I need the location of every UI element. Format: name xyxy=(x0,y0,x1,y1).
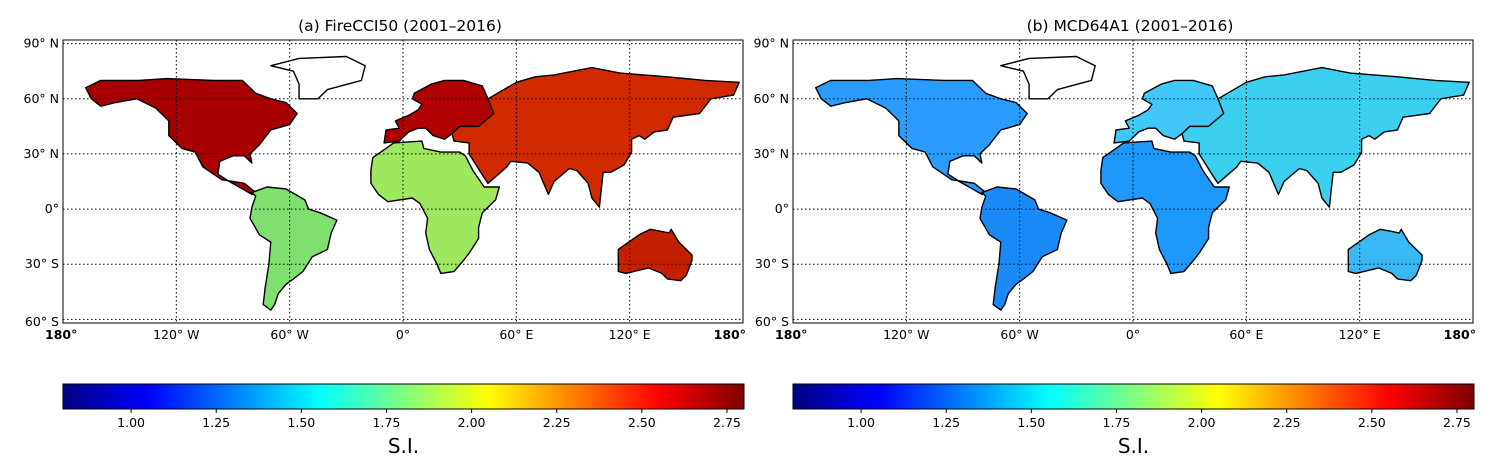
landmass-sa xyxy=(979,186,1068,311)
colorbar-tick-label: 2.00 xyxy=(458,415,486,430)
panel-letter: (b) xyxy=(1027,17,1049,35)
colorbar-tick-label: 1.00 xyxy=(117,415,145,430)
landmass-gr xyxy=(1000,55,1096,100)
lat-tick-label: 0° xyxy=(775,201,789,216)
colorbar-tick-label: 2.00 xyxy=(1188,415,1216,430)
lat-tick-label: 90° N xyxy=(754,36,789,51)
lat-tick-label: 30° S xyxy=(25,256,59,271)
panel-title: (b) MCD64A1 (2001–2016) xyxy=(1027,17,1234,35)
lat-tick-label: 30° N xyxy=(754,146,789,161)
lat-tick-label: 60° N xyxy=(754,91,789,106)
colorbar xyxy=(62,383,745,410)
lat-tick-label: 0° xyxy=(45,201,59,216)
landmass-eu xyxy=(383,79,495,144)
colorbar-tick-label: 1.75 xyxy=(373,415,401,430)
colorbar-tick-label: 2.25 xyxy=(1273,415,1301,430)
landmass-gr xyxy=(270,55,366,100)
colorbar-tick-label: 1.75 xyxy=(1103,415,1131,430)
lon-tick-label: 180° xyxy=(775,327,807,342)
landmass-sa xyxy=(249,186,338,311)
landmass-au xyxy=(1347,228,1423,282)
lon-tick-label: 0° xyxy=(396,327,410,342)
landmass-na xyxy=(815,77,1028,196)
landmass-au xyxy=(617,228,693,282)
lat-tick-label: 60° S xyxy=(25,314,59,329)
colorbar-tick-label: 2.75 xyxy=(713,415,741,430)
colorbar-label: S.I. xyxy=(1118,434,1149,458)
lat-tick-label: 60° N xyxy=(24,91,59,106)
lat-tick-label: 30° N xyxy=(24,146,59,161)
panel-title: (a) FireCCI50 (2001–2016) xyxy=(298,17,502,35)
landmass-as xyxy=(1181,66,1470,208)
lon-tick-label: 0° xyxy=(1126,327,1140,342)
colorbar-tick-label: 2.75 xyxy=(1443,415,1471,430)
map-frame xyxy=(792,39,1474,324)
lon-tick-label: 180° xyxy=(714,327,746,342)
map-area xyxy=(63,40,743,323)
colorbar-tick-label: 1.25 xyxy=(932,415,960,430)
lon-tick-label: 180° xyxy=(45,327,77,342)
colorbar-tick-label: 1.00 xyxy=(847,415,875,430)
colorbar-tick-label: 1.50 xyxy=(287,415,315,430)
colorbar-label: S.I. xyxy=(388,434,419,458)
panel-letter: (a) xyxy=(298,17,320,35)
landmass-na xyxy=(85,77,298,196)
colorbar xyxy=(792,383,1475,410)
lon-tick-label: 60° E xyxy=(499,327,533,342)
lon-tick-label: 120° E xyxy=(609,327,651,342)
lat-tick-label: 60° S xyxy=(755,314,789,329)
landmass-af xyxy=(370,140,500,275)
lon-tick-label: 120° E xyxy=(1339,327,1381,342)
lon-tick-label: 60° W xyxy=(270,327,309,342)
colorbar-tick-label: 2.50 xyxy=(1358,415,1386,430)
map-area xyxy=(793,40,1473,323)
panel-title-text: MCD64A1 (2001–2016) xyxy=(1053,17,1233,35)
landmass-eu xyxy=(1113,79,1225,144)
lon-tick-label: 180° xyxy=(1444,327,1476,342)
lon-tick-label: 120° W xyxy=(883,327,929,342)
landmass-as xyxy=(451,66,740,208)
panel-title-text: FireCCI50 (2001–2016) xyxy=(325,17,502,35)
colorbar-tick-label: 1.50 xyxy=(1017,415,1045,430)
landmass-af xyxy=(1100,140,1230,275)
lon-tick-label: 60° W xyxy=(1000,327,1039,342)
colorbar-tick-label: 1.25 xyxy=(202,415,230,430)
lat-tick-label: 30° S xyxy=(755,256,789,271)
lon-tick-label: 60° E xyxy=(1229,327,1263,342)
map-frame xyxy=(62,39,744,324)
colorbar-tick-label: 2.25 xyxy=(543,415,571,430)
colorbar-tick-label: 2.50 xyxy=(628,415,656,430)
lon-tick-label: 120° W xyxy=(153,327,199,342)
lat-tick-label: 90° N xyxy=(24,36,59,51)
